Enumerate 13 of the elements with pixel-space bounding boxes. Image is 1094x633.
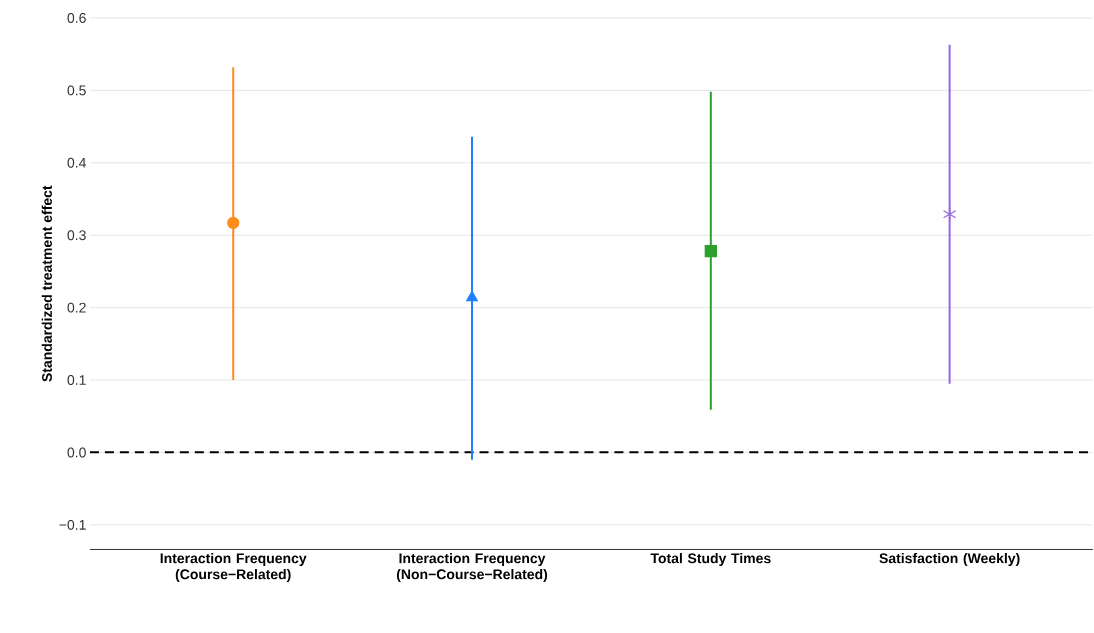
y-tick-label: 0.0 xyxy=(67,447,86,458)
y-tick-label: 0.2 xyxy=(67,302,86,313)
x-tick-label: Interaction Frequency (Course−Related) xyxy=(160,552,307,582)
y-tick-label: 0.1 xyxy=(67,374,86,385)
y-tick-label: 0.5 xyxy=(67,85,86,96)
x-tick-label: Total Study Times xyxy=(650,552,771,566)
y-tick-label: 0.6 xyxy=(67,12,86,23)
y-axis-title: Standardized treatment effect xyxy=(41,185,52,382)
x-tick-label: Satisfaction (Weekly) xyxy=(879,552,1020,566)
y-tick-label: −0.1 xyxy=(59,519,86,530)
x-tick-label: Interaction Frequency (Non−Course−Related) xyxy=(396,552,548,582)
y-tick-label: 0.4 xyxy=(67,157,86,168)
y-tick-label: 0.3 xyxy=(67,230,86,240)
